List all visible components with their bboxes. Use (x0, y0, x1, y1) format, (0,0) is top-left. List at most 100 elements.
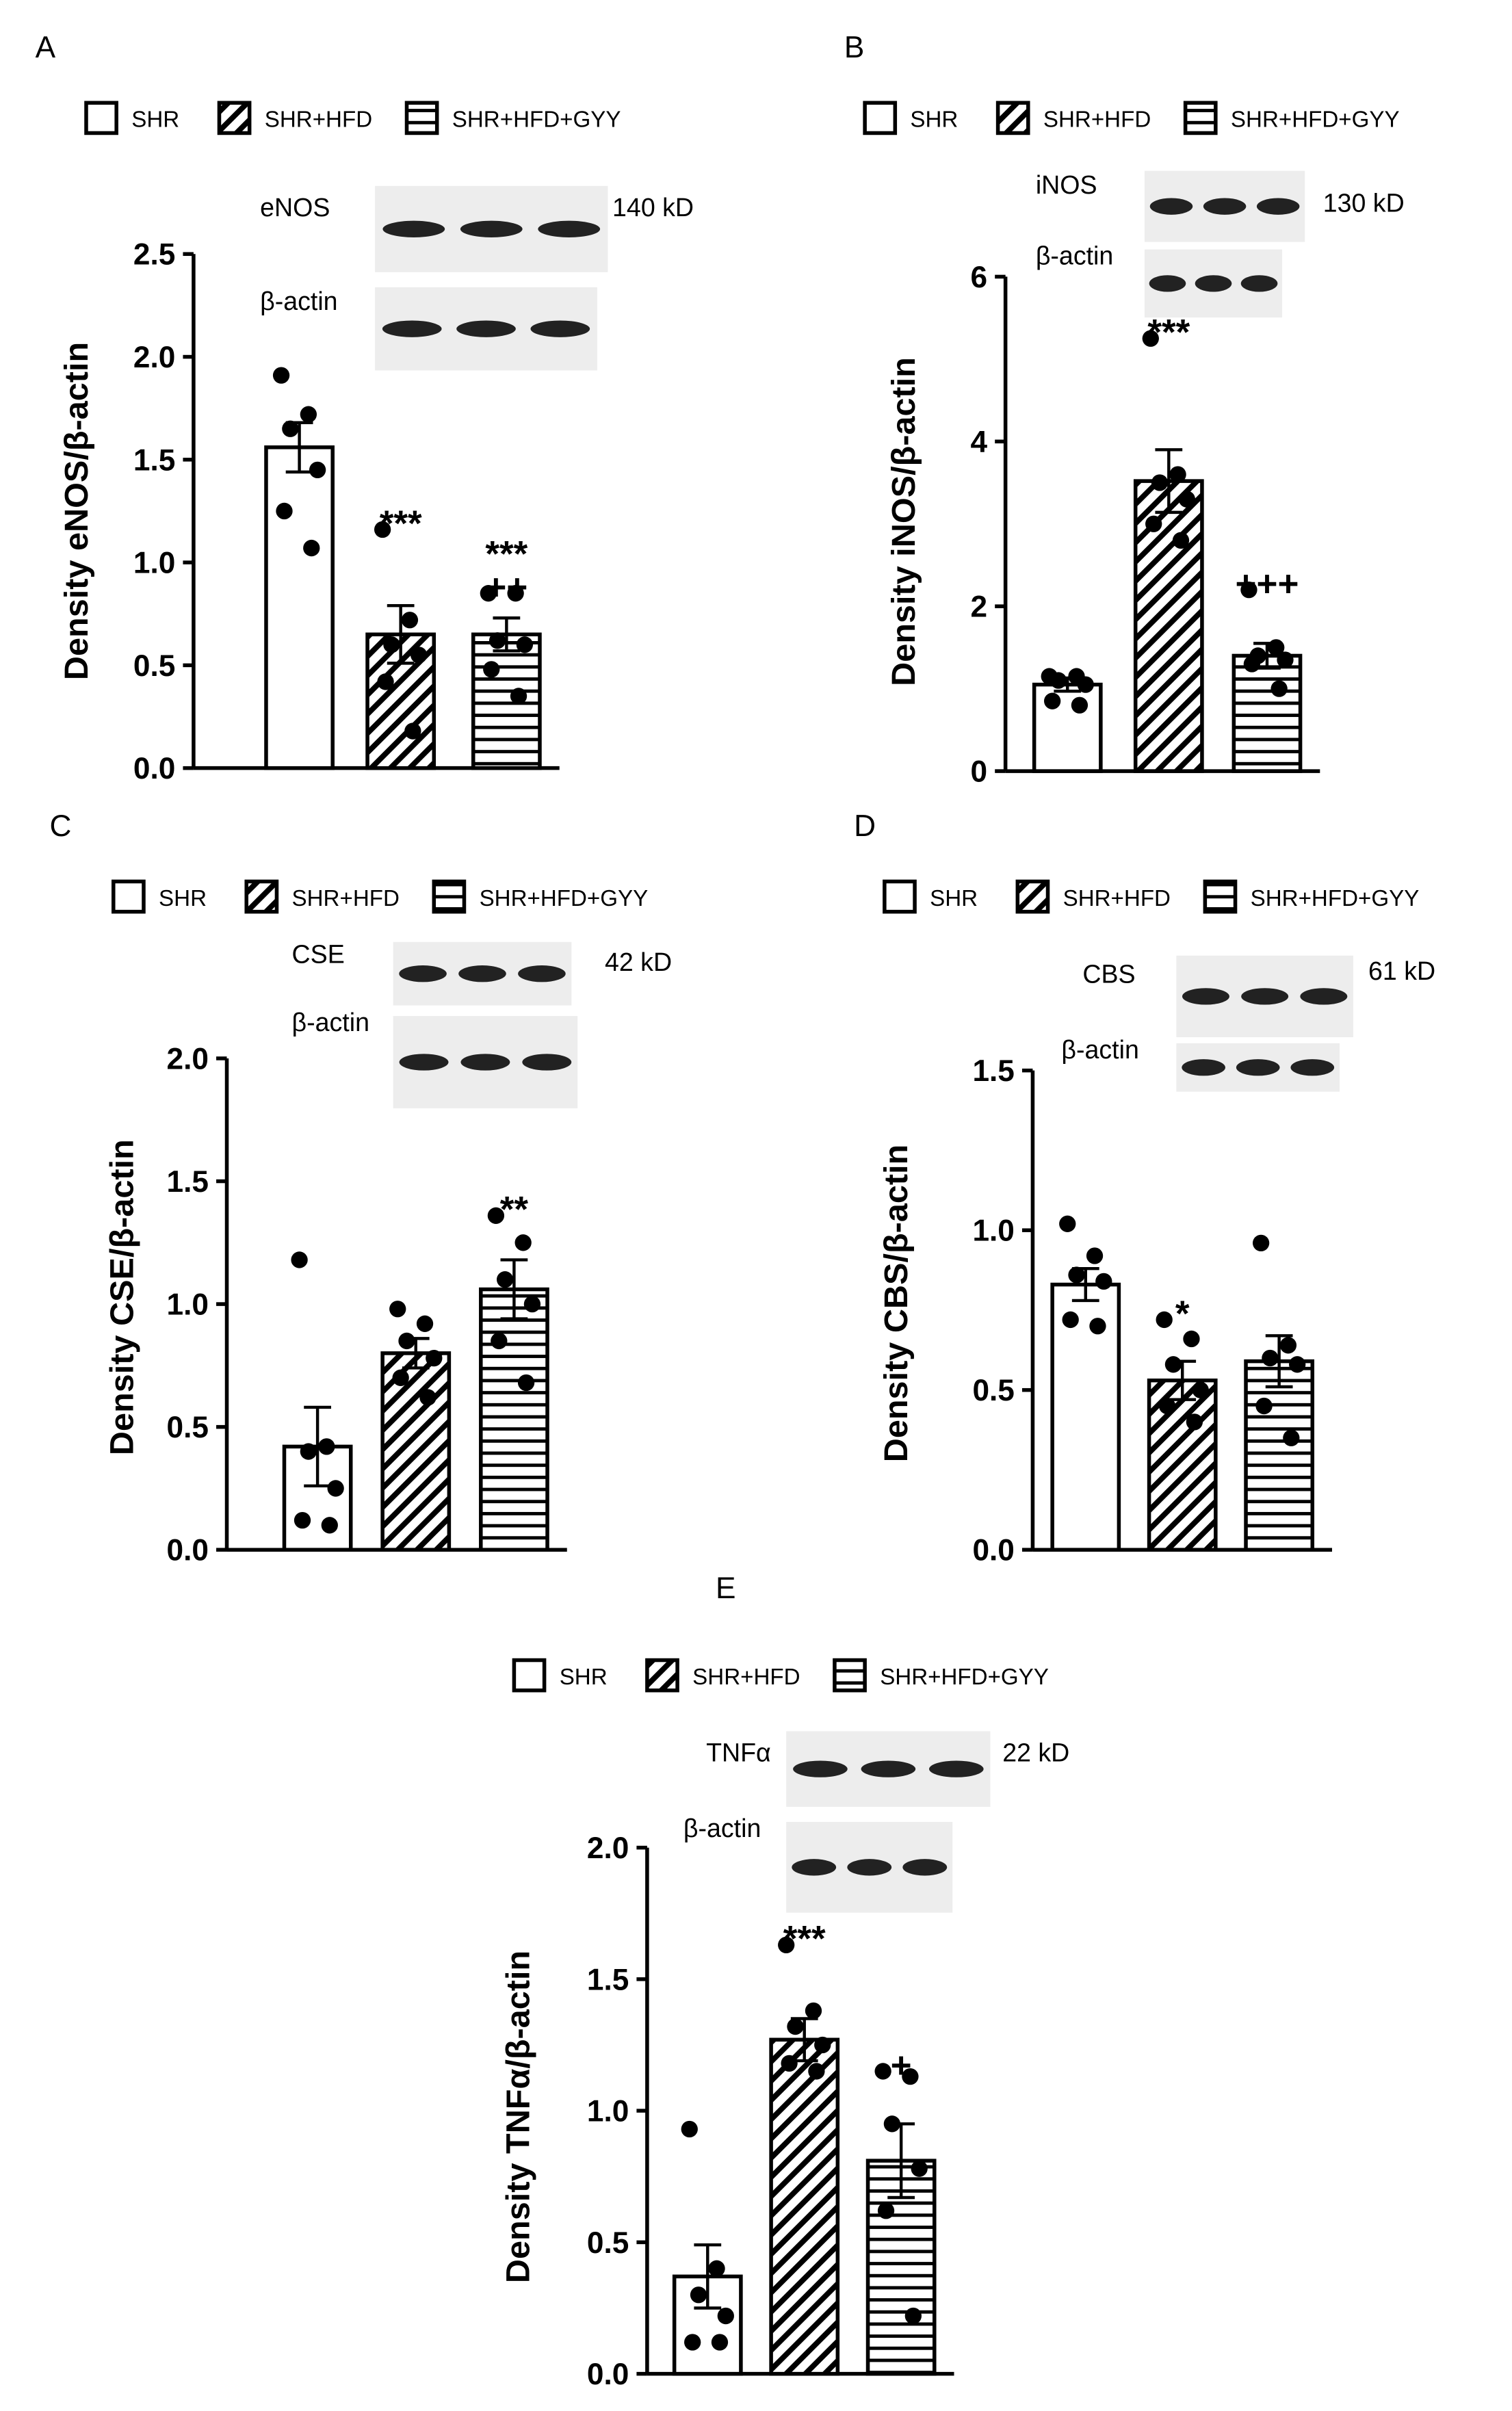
y-tick-label: 1.5 (587, 1963, 629, 1996)
blot-band (929, 1760, 984, 1777)
y-tick-label: 0 (971, 755, 988, 789)
data-point (374, 521, 391, 538)
data-point (1164, 1356, 1182, 1373)
y-tick-label: 0.0 (167, 1534, 209, 1567)
legend-swatch (404, 101, 439, 135)
legend-swatch (833, 1658, 867, 1693)
error-bar (1265, 1334, 1293, 1389)
data-point (276, 502, 293, 520)
data-point (1240, 581, 1257, 599)
data-point (517, 1374, 535, 1392)
data-point (1151, 474, 1169, 491)
blot-label: β-actin (1061, 1035, 1138, 1064)
bar (1133, 479, 1204, 773)
legend-label: SHR (159, 886, 207, 911)
legend-label: SHR+HFD (692, 1665, 800, 1690)
data-point (787, 2018, 804, 2035)
data-point (1089, 1318, 1106, 1335)
data-point (778, 1936, 795, 1954)
data-point (491, 1332, 508, 1350)
blot-band (1149, 275, 1186, 292)
data-point (1071, 696, 1089, 714)
blot-label: iNOS (1036, 170, 1097, 199)
data-point (1068, 1266, 1085, 1283)
legend-swatch (84, 101, 118, 135)
data-point (1262, 1349, 1279, 1367)
blot-band (399, 965, 447, 982)
y-tick-label: 2.0 (133, 341, 175, 374)
y-axis-label: Density eNOS/β-actin (58, 342, 95, 680)
blot-band (460, 1054, 510, 1071)
y-tick-label: 1.5 (133, 443, 175, 477)
y-tick-label: 1.0 (972, 1214, 1014, 1248)
blot-band (1236, 1059, 1280, 1076)
bar (1244, 1359, 1315, 1552)
data-point (516, 636, 534, 653)
data-point (426, 1349, 443, 1367)
data-point (321, 1517, 338, 1534)
data-point (300, 406, 317, 423)
legend-label: SHR (910, 107, 958, 133)
data-point (1252, 1234, 1270, 1252)
y-axis-label: Density CSE/β-actin (103, 1139, 140, 1455)
data-point (690, 2286, 707, 2304)
blot-band (1300, 988, 1348, 1005)
data-point (1289, 1356, 1306, 1373)
error-bar (304, 1405, 332, 1488)
data-point (1277, 651, 1294, 668)
panel-label: D (854, 809, 876, 843)
legend-label: SHR+HFD (292, 886, 400, 911)
panel: C SHR SHR+HFD SHR+HFD+GYY CSE 42 kD β-actin 0.0… (49, 809, 672, 1567)
y-tick-label: 0.5 (167, 1411, 209, 1444)
data-point (327, 1480, 344, 1497)
data-point (483, 661, 500, 678)
error-bar (1155, 448, 1183, 514)
blot-band (538, 220, 601, 237)
data-point (681, 2120, 698, 2138)
blot-band (518, 965, 566, 982)
data-point (487, 1207, 505, 1224)
bar (479, 1287, 549, 1552)
legend-swatch (432, 879, 467, 914)
blot-band (792, 1859, 837, 1876)
blot-band (399, 1054, 449, 1071)
blot-size: 61 kD (1368, 956, 1435, 985)
y-tick-label: 0.0 (587, 2358, 629, 2391)
data-point (1043, 692, 1061, 709)
legend-swatch (1015, 879, 1050, 914)
data-point (398, 1332, 415, 1350)
data-point (496, 1271, 514, 1288)
blot-label: β-actin (260, 287, 337, 315)
bar (264, 445, 335, 770)
y-tick-label: 6 (971, 261, 988, 294)
data-point (1062, 1311, 1079, 1329)
data-point (1186, 1413, 1203, 1431)
legend-label: SHR+HFD+GYY (452, 107, 621, 133)
data-point (392, 1369, 409, 1386)
legend-label: SHR+HFD (265, 107, 372, 133)
legend-label: SHR+HFD+GYY (1231, 107, 1400, 133)
blot-size: 140 kD (612, 193, 694, 222)
y-tick-label: 1.0 (133, 547, 175, 580)
y-tick-label: 0.5 (133, 649, 175, 683)
data-point (272, 367, 290, 384)
legend-label: SHR+HFD+GYY (1251, 886, 1420, 911)
bar (1231, 653, 1303, 773)
error-bar (493, 616, 521, 653)
legend-swatch (863, 101, 898, 135)
data-point (1183, 1330, 1200, 1348)
y-tick-label: 0.5 (587, 2226, 629, 2260)
panel-label: C (49, 809, 71, 843)
data-point (510, 688, 527, 705)
panel: B SHR SHR+HFD SHR+HFD+GYY iNOS 130 kD β-actin 0… (844, 31, 1405, 789)
y-tick-label: 1.5 (167, 1165, 209, 1199)
y-tick-label: 2.0 (587, 1832, 629, 1865)
error-bar (694, 2243, 722, 2310)
data-point (1255, 1397, 1273, 1415)
legend-swatch (244, 879, 279, 914)
data-point (1270, 680, 1288, 697)
y-tick-label: 2 (971, 590, 988, 624)
legend-swatch (512, 1658, 547, 1693)
blot-label: CSE (292, 940, 345, 969)
